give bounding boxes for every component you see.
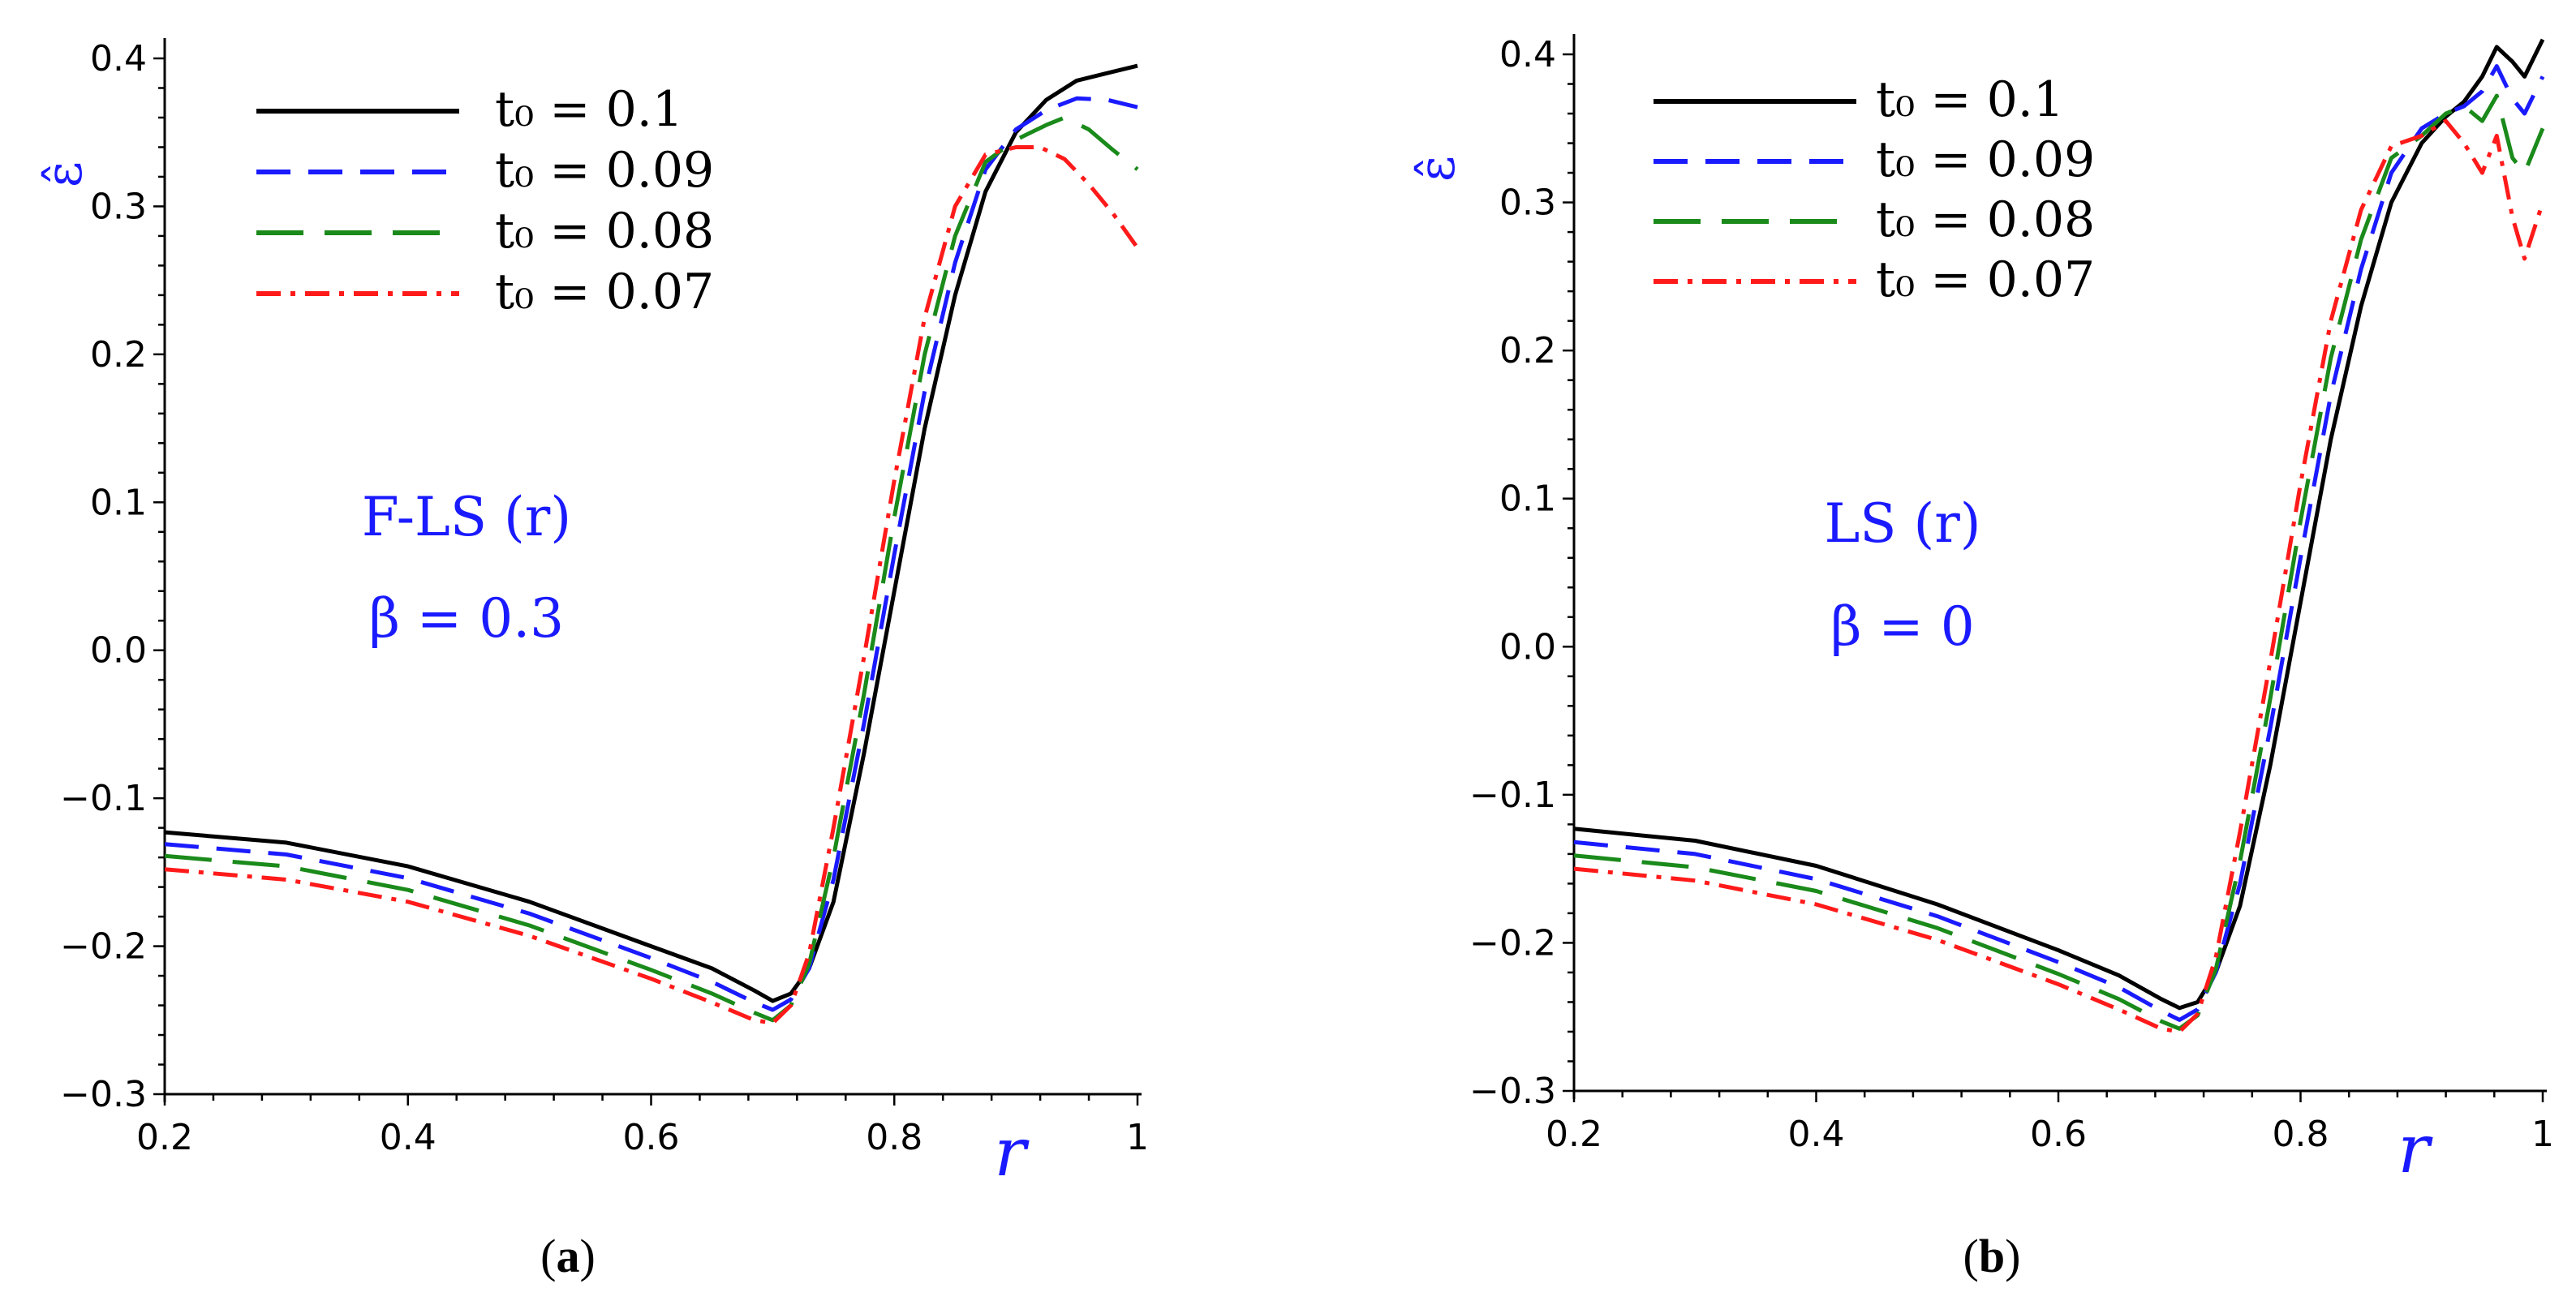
x-tick-label: 1 <box>1126 1117 1149 1158</box>
legend-label-4: t₀ = 0.07 <box>1876 251 2095 308</box>
y-tick-label: 0.1 <box>1499 479 1556 520</box>
x-axis-title: r <box>994 1114 1030 1192</box>
y-tick-label: 0.3 <box>1499 182 1556 224</box>
legend-label-4: t₀ = 0.07 <box>495 264 714 320</box>
legend-label-1: t₀ = 0.1 <box>495 81 683 138</box>
x-tick-label: 0.4 <box>380 1117 437 1158</box>
annotation-line-2: β = 0 <box>1830 595 1974 658</box>
series-line-3 <box>1573 93 2545 1031</box>
x-tick-label: 0.6 <box>623 1117 680 1158</box>
y-tick-label: −0.3 <box>60 1074 147 1115</box>
annotation-line-1: LS (r) <box>1824 492 1980 555</box>
legend-label-3: t₀ = 0.08 <box>1876 191 2095 248</box>
series-line-1 <box>1573 38 2545 1011</box>
x-tick-label: 0.2 <box>136 1117 193 1158</box>
x-tick-label: 1 <box>2531 1114 2554 1155</box>
legend-label-2: t₀ = 0.09 <box>495 142 714 199</box>
y-tick-label: 0.4 <box>1499 34 1556 75</box>
panel-caption: (b) <box>1963 1230 2021 1282</box>
series-line-2 <box>164 96 1138 1012</box>
annotation-line-1: F-LS (r) <box>362 486 571 548</box>
y-tick-label: 0.2 <box>1499 330 1556 371</box>
y-tick-label: 0.2 <box>90 334 147 376</box>
y-tick-label: 0.4 <box>90 38 147 79</box>
x-tick-label: 0.2 <box>1546 1114 1602 1155</box>
y-tick-label: −0.3 <box>1469 1071 1556 1112</box>
panel-a: −0.3 −0.2 −0.1 0.0 0.1 0.2 0.3 0.4 0.2 0.4 0.6 0.8 1… <box>34 38 1149 1282</box>
x-tick-label: 0.6 <box>2030 1114 2087 1155</box>
y-tick-label: −0.2 <box>60 926 147 968</box>
series-line-1 <box>164 63 1138 1003</box>
y-tick-label: 0.0 <box>1499 626 1556 668</box>
x-tick-label: 0.4 <box>1788 1114 1845 1155</box>
y-tick-label: 0.3 <box>90 186 147 227</box>
series-line-3 <box>164 115 1139 1023</box>
legend-label-2: t₀ = 0.09 <box>1876 131 2095 188</box>
panel-caption: (a) <box>540 1230 596 1282</box>
y-tick-label: −0.1 <box>60 778 147 819</box>
legend-label-1: t₀ = 0.1 <box>1876 71 2064 128</box>
y-axis-title: ε̂ <box>1407 156 1466 182</box>
y-tick-label: −0.2 <box>1469 922 1556 964</box>
y-tick-label: −0.1 <box>1469 775 1556 816</box>
x-axis-title: r <box>2398 1111 2433 1188</box>
legend-label-3: t₀ = 0.08 <box>495 203 714 260</box>
series-line-2 <box>1573 64 2545 1022</box>
series-line-4 <box>164 145 1140 1025</box>
y-tick-label: 0.0 <box>90 630 147 672</box>
series-line-4 <box>1573 118 2545 1034</box>
annotation-line-2: β = 0.3 <box>369 587 564 650</box>
panel-b: −0.3 −0.2 −0.1 0.0 0.1 0.2 0.3 0.4 0.2 0.4 0.6 0.8 1… <box>1407 34 2554 1282</box>
x-tick-label: 0.8 <box>2273 1114 2329 1155</box>
x-tick-label: 0.8 <box>866 1117 922 1158</box>
y-tick-label: 0.1 <box>90 482 147 523</box>
y-axis-title: ε̂ <box>34 161 93 187</box>
